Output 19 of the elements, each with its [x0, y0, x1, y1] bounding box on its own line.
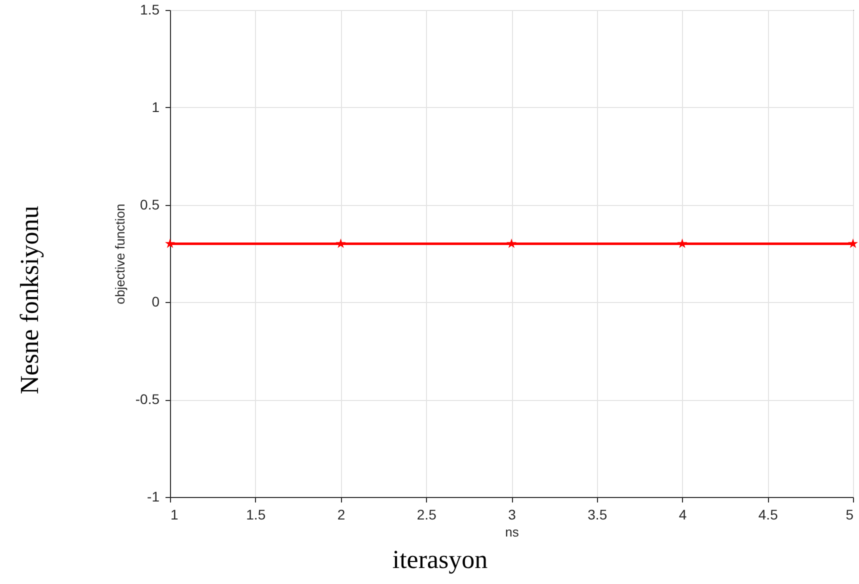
y-tick-label: -0.5 [135, 391, 160, 408]
x-tick-label: 2.5 [416, 506, 437, 522]
text: iterasyon [392, 545, 488, 575]
y-axis-title: objective function [112, 204, 128, 304]
x-tick-label: 2 [337, 506, 346, 522]
y-tick-label: 0 [152, 294, 160, 310]
y-tick-label: 1.5 [140, 2, 160, 18]
y-tick-label: 0.5 [140, 196, 160, 212]
x-tick-label: 3 [508, 506, 516, 522]
x-tick-label: 3.5 [588, 506, 608, 522]
y-tick-label: -1 [147, 488, 160, 504]
y-tick-label: 1 [152, 98, 160, 115]
x-tick-label: 1 [170, 506, 178, 522]
x-tick-label: 5 [846, 506, 854, 522]
x-tick-label: 4.5 [758, 506, 778, 522]
x-tick-label: 4 [678, 506, 687, 522]
text: Nesne fonksiyonu [15, 206, 45, 394]
x-axis-title: ns [505, 524, 520, 540]
x-tick-label: 1.5 [246, 506, 266, 522]
